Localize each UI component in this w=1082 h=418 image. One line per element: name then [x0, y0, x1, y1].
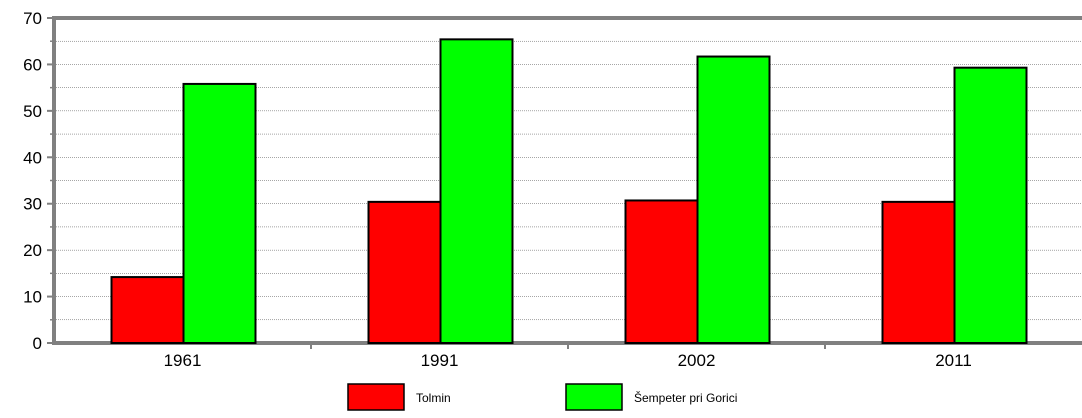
y-tick-label: 50	[23, 102, 42, 121]
tick-labels: 0 10 20 30 40 50 60 70 1961 1991 2002 2011	[23, 9, 972, 370]
y-tick-label: 70	[23, 9, 42, 28]
y-tick-label: 10	[23, 288, 42, 307]
bar-sempeter-1961	[182, 82, 257, 345]
y-tick-label: 40	[23, 148, 42, 167]
x-tick-label: 2011	[935, 351, 972, 370]
y-tick-label: 30	[23, 195, 42, 214]
bar-tolmin-1961	[110, 276, 185, 345]
x-tick-label: 1991	[421, 351, 459, 370]
legend-label: Tolmin	[416, 391, 451, 405]
legend-label: Šempeter pri Gorici	[634, 390, 737, 405]
bar-sempeter-1991	[439, 38, 514, 344]
bar-tolmin-2011	[881, 200, 956, 344]
bar-sempeter-2002	[696, 55, 771, 345]
y-tick-label: 60	[23, 55, 42, 74]
x-tick-label: 2002	[678, 351, 716, 370]
y-tick-label: 0	[33, 334, 42, 353]
legend-swatch	[347, 383, 405, 411]
bar-sempeter-2011	[953, 66, 1028, 345]
legend: Tolmin Šempeter pri Gorici	[347, 383, 737, 411]
bar-tolmin-1991	[367, 200, 442, 344]
x-tick-label: 1961	[164, 351, 202, 370]
bar-tolmin-2002	[624, 199, 699, 344]
y-tick-label: 20	[23, 241, 42, 260]
bars	[110, 38, 1028, 345]
legend-swatch	[565, 383, 623, 411]
